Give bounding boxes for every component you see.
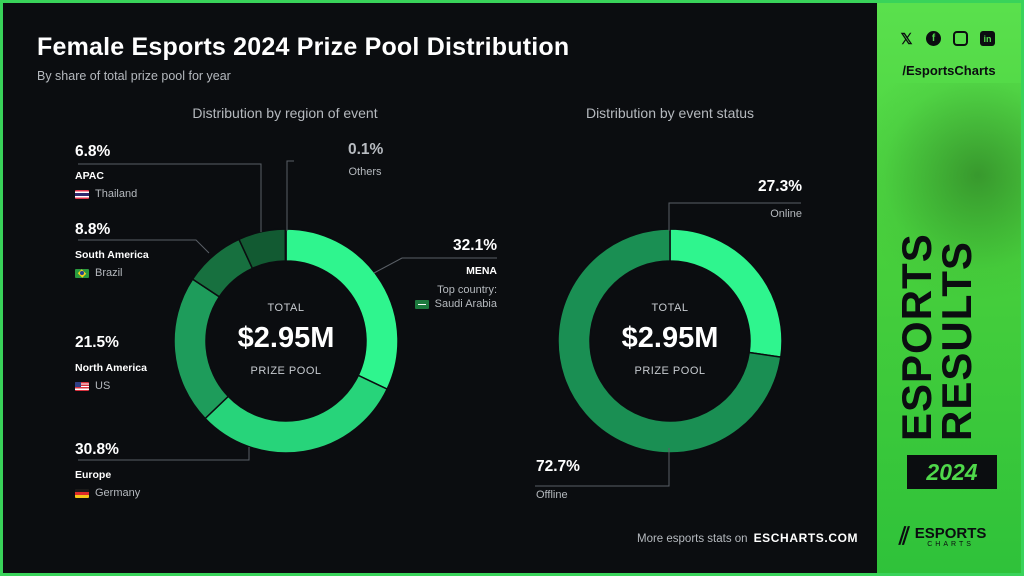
europe-country: Germany [75, 487, 140, 499]
europe-name: Europe [75, 469, 112, 481]
footer-text: More esports stats on [637, 533, 748, 545]
offline-value-label: 72.7% [536, 458, 580, 475]
leader-line-online [668, 202, 801, 231]
leader-line-europe [78, 447, 250, 461]
linkedin-icon[interactable]: in [980, 31, 995, 46]
brand-line-1: ESPORTS [914, 524, 987, 542]
north-america-value-label: 21.5% [75, 334, 119, 351]
saudi-arabia-flag-icon [414, 299, 429, 309]
label-mena: 32.1% MENA Top country: Saudi Arabia [400, 237, 497, 310]
headline-results: RESULTS [933, 241, 980, 441]
mena-value-label: 32.1% [453, 237, 497, 254]
apac-country-name: Thailand [95, 188, 138, 200]
headline-esports: ESPORTS [893, 233, 940, 441]
facebook-icon[interactable]: f [926, 31, 941, 46]
europe-country-name: Germany [95, 487, 141, 499]
slice-offline [557, 228, 782, 454]
page-title: Female Esports 2024 Prize Pool Distribut… [37, 33, 570, 61]
leader-line-others [286, 160, 294, 231]
social-icons: 𝕏 f in [899, 30, 995, 48]
x-icon[interactable]: 𝕏 [900, 30, 913, 48]
esports-results-headline: ESPORTS RESULTS [893, 233, 980, 441]
prize-pool-label: PRIZE POOL [250, 365, 322, 377]
south-america-country: Brazil [75, 267, 149, 279]
soldier-illustration [877, 83, 1021, 313]
offline-name: Offline [536, 489, 568, 501]
status-chart-title: Distribution by event status [585, 105, 755, 121]
leader-lines [78, 160, 801, 487]
esports-charts-logo: ⫽ ESPORTS CHARTS [899, 523, 986, 551]
brazil-flag-icon [75, 268, 89, 278]
thailand-flag-icon [75, 189, 89, 199]
mena-country: Saudi Arabia [400, 298, 497, 310]
total-value: $2.95M [237, 322, 335, 354]
label-north-america: 21.5% North America US [75, 334, 147, 392]
north-america-name: North America [75, 362, 147, 374]
slice-europe [204, 374, 389, 454]
leader-line-offline [535, 448, 670, 487]
total-label: TOTAL [267, 302, 305, 314]
online-name: Online [770, 208, 802, 220]
label-south-america: 8.8% South America Brazil [75, 221, 149, 279]
total-value: $2.95M [621, 322, 719, 354]
leader-line-apac [78, 163, 262, 232]
south-america-value-label: 8.8% [75, 221, 111, 238]
apac-name: APAC [75, 170, 104, 182]
status-donut [557, 228, 783, 454]
north-america-country: US [75, 380, 147, 392]
status-center-total: TOTAL $2.95M PRIZE POOL [590, 302, 750, 377]
label-online: 27.3% Online [740, 178, 802, 220]
label-offline: 72.7% Offline [536, 458, 580, 501]
prize-pool-label: PRIZE POOL [634, 365, 706, 377]
mena-country-name: Saudi Arabia [434, 298, 497, 310]
leader-line-south-america [78, 239, 210, 254]
others-name: Others [348, 166, 382, 178]
europe-value-label: 30.8% [75, 441, 119, 458]
north-america-country-name: US [95, 380, 111, 392]
us-flag-icon [75, 381, 89, 391]
apac-country: Thailand [75, 188, 137, 200]
mena-name: MENA [466, 265, 497, 277]
total-label: TOTAL [651, 302, 689, 314]
label-europe: 30.8% Europe Germany [75, 441, 140, 499]
instagram-icon[interactable] [953, 31, 968, 46]
escharts-link[interactable]: ESCHARTS.COM [753, 531, 859, 545]
label-others: 0.1% Others [348, 141, 384, 178]
slice-others [284, 228, 287, 262]
social-handle[interactable]: /EsportsCharts [902, 63, 996, 78]
south-america-country-name: Brazil [95, 267, 123, 279]
region-center-total: TOTAL $2.95M PRIZE POOL [206, 302, 366, 377]
label-apac: 6.8% APAC Thailand [75, 143, 137, 200]
brand-line-2: CHARTS [927, 540, 974, 548]
others-value-label: 0.1% [348, 141, 384, 158]
germany-flag-icon [75, 488, 89, 498]
region-donut [173, 228, 399, 454]
online-value-label: 27.3% [758, 178, 802, 195]
apac-value-label: 6.8% [75, 143, 111, 160]
page-subtitle: By share of total prize pool for year [37, 69, 231, 83]
region-chart-title: Distribution by region of event [192, 105, 378, 121]
year-badge: 2024 [907, 455, 997, 489]
esports-charts-mark-icon: ⫽ [899, 523, 910, 550]
side-panel: 𝕏 f in /EsportsCharts ESPORTS RESULTS 20… [877, 3, 1021, 573]
leader-line-mena [373, 257, 497, 274]
south-america-name: South America [75, 249, 149, 261]
footer: More esports stats on ESCHARTS.COM [637, 531, 858, 545]
mena-top-country-label: Top country: [437, 284, 497, 296]
